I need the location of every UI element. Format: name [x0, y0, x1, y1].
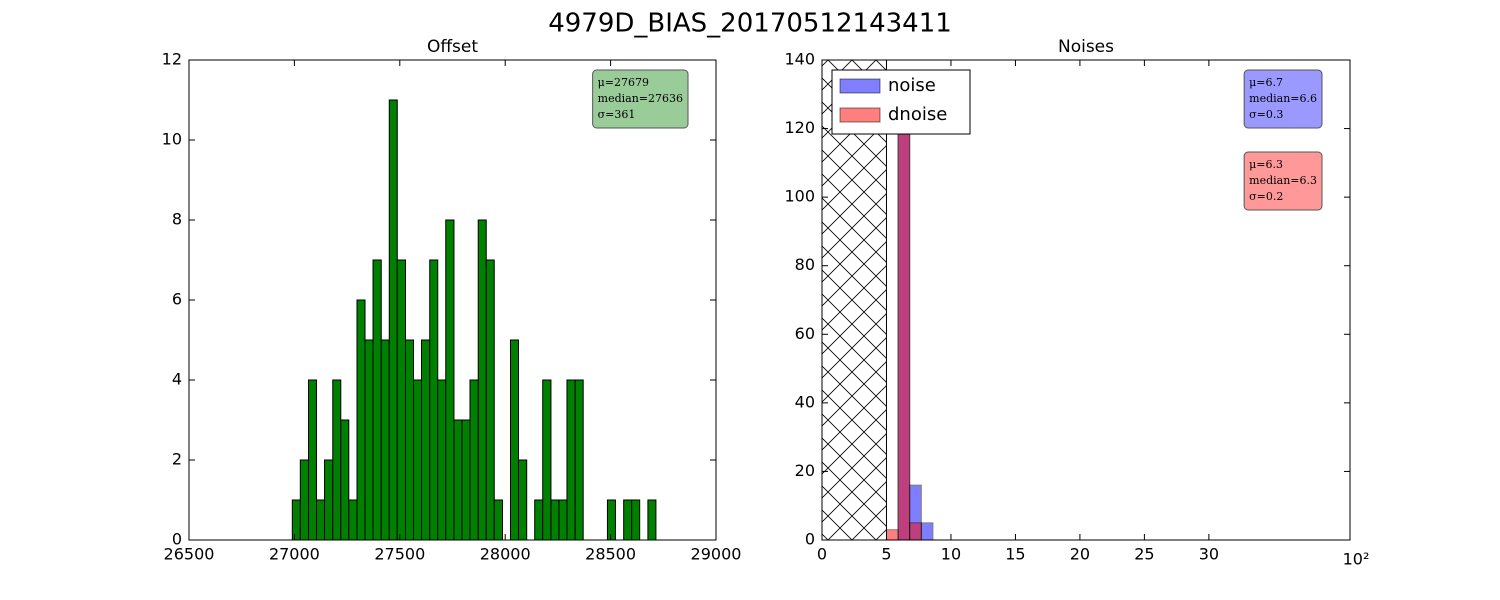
x-tick-label: 29000 — [691, 545, 742, 564]
hist-bar — [340, 419, 350, 541]
hist-bar — [445, 219, 455, 541]
hist-bar — [477, 219, 487, 541]
stats-box: μ=6.3 median=6.3 σ=0.2 — [1243, 151, 1323, 211]
legend: noise dnoise — [831, 69, 971, 135]
stats-box-frame — [1243, 69, 1323, 129]
stats-text: median=6.3 — [1249, 174, 1317, 187]
hist-bar — [485, 259, 495, 541]
x-tick-label: 5 — [881, 545, 891, 564]
hist-bar — [364, 339, 374, 541]
hist-bar — [550, 499, 560, 541]
y-tick-label: 4 — [172, 370, 182, 389]
chart-title: Noises — [1058, 37, 1114, 57]
hist-bar — [509, 339, 519, 541]
hist-bar — [542, 379, 552, 541]
hist-bar — [413, 379, 423, 541]
hist-bar — [574, 379, 584, 541]
hist-bar — [920, 522, 934, 541]
y-tick-label: 12 — [162, 50, 182, 69]
hist-bar — [324, 459, 334, 541]
y-tick-label: 0 — [805, 530, 815, 549]
y-tick-label: 20 — [795, 461, 815, 480]
hist-bar — [647, 499, 657, 541]
hist-bar — [885, 529, 899, 541]
stats-box: μ=27679 median=27636 σ=361 — [592, 69, 689, 129]
x-tick-label: 20 — [1070, 545, 1090, 564]
hist-bar — [493, 499, 503, 541]
y-tick-label: 8 — [172, 210, 182, 229]
hist-bar — [429, 259, 439, 541]
stats-text: σ=0.3 — [1249, 108, 1283, 121]
x-tick-label: 10² — [1343, 550, 1370, 569]
hist-bar — [348, 499, 358, 541]
y-tick-label: 80 — [795, 255, 815, 274]
stats-text: median=6.6 — [1249, 92, 1317, 105]
stats-box: μ=6.7 median=6.6 σ=0.3 — [1243, 69, 1323, 129]
hist-bar — [421, 339, 431, 541]
stats-text: μ=6.3 — [1249, 158, 1283, 171]
x-tick-label: 10 — [941, 545, 961, 564]
hist-bar — [623, 499, 633, 541]
legend-label: dnoise — [888, 104, 947, 125]
y-tick-label: 10 — [162, 130, 182, 149]
y-tick-label: 2 — [172, 450, 182, 469]
hist-bar — [558, 499, 568, 541]
hist-bar — [308, 379, 318, 541]
hist-bar — [372, 259, 382, 541]
stats-text: median=27636 — [598, 92, 683, 105]
x-tick-label: 0 — [817, 545, 827, 564]
y-tick-label: 140 — [784, 50, 815, 69]
chart-title: Offset — [427, 37, 478, 57]
y-tick-label: 60 — [795, 324, 815, 343]
legend-label: noise — [888, 75, 936, 96]
hist-bar — [897, 73, 911, 541]
hist-bar — [606, 499, 616, 541]
stats-text: μ=6.7 — [1249, 76, 1283, 89]
y-tick-label: 120 — [784, 118, 815, 137]
x-tick-label: 28000 — [480, 545, 531, 564]
stats-box-frame — [592, 69, 689, 129]
hist-bar — [332, 379, 342, 541]
axes-frame — [821, 59, 1351, 541]
hist-bar — [631, 499, 641, 541]
figure-title: 4979D_BIAS_20170512143411 — [548, 9, 952, 39]
y-tick-label: 0 — [172, 530, 182, 549]
hist-bar — [469, 379, 479, 541]
stats-text: σ=0.2 — [1249, 190, 1283, 203]
stats-box-frame — [1243, 151, 1323, 211]
x-tick-label: 27500 — [374, 545, 425, 564]
hist-bar — [461, 419, 471, 541]
x-tick-label: 30 — [1199, 545, 1219, 564]
y-tick-label: 6 — [172, 290, 182, 309]
hist-bar — [534, 499, 544, 541]
hist-bar — [299, 459, 310, 541]
hist-bar — [291, 499, 301, 541]
hist-bar — [380, 339, 390, 541]
legend-swatch — [839, 107, 881, 123]
hist-bar — [566, 379, 576, 541]
hist-bar — [909, 522, 922, 541]
x-tick-label: 26500 — [164, 545, 215, 564]
hist-bar — [356, 299, 366, 541]
x-tick-label: 15 — [1005, 545, 1025, 564]
stats-text: σ=361 — [598, 108, 636, 121]
x-tick-label: 25 — [1134, 545, 1154, 564]
y-tick-label: 40 — [795, 392, 815, 411]
hist-bar — [404, 339, 415, 541]
hist-bar — [388, 99, 398, 541]
y-tick-label: 100 — [784, 187, 815, 206]
hist-bar — [453, 419, 463, 541]
stats-text: μ=27679 — [598, 76, 649, 89]
x-tick-label: 27000 — [269, 545, 320, 564]
legend-swatch — [839, 78, 881, 94]
x-tick-label: 28500 — [585, 545, 636, 564]
hist-bar — [396, 259, 406, 541]
hist-bar — [517, 459, 528, 541]
hist-bar — [316, 499, 326, 541]
hist-bar — [437, 379, 447, 541]
